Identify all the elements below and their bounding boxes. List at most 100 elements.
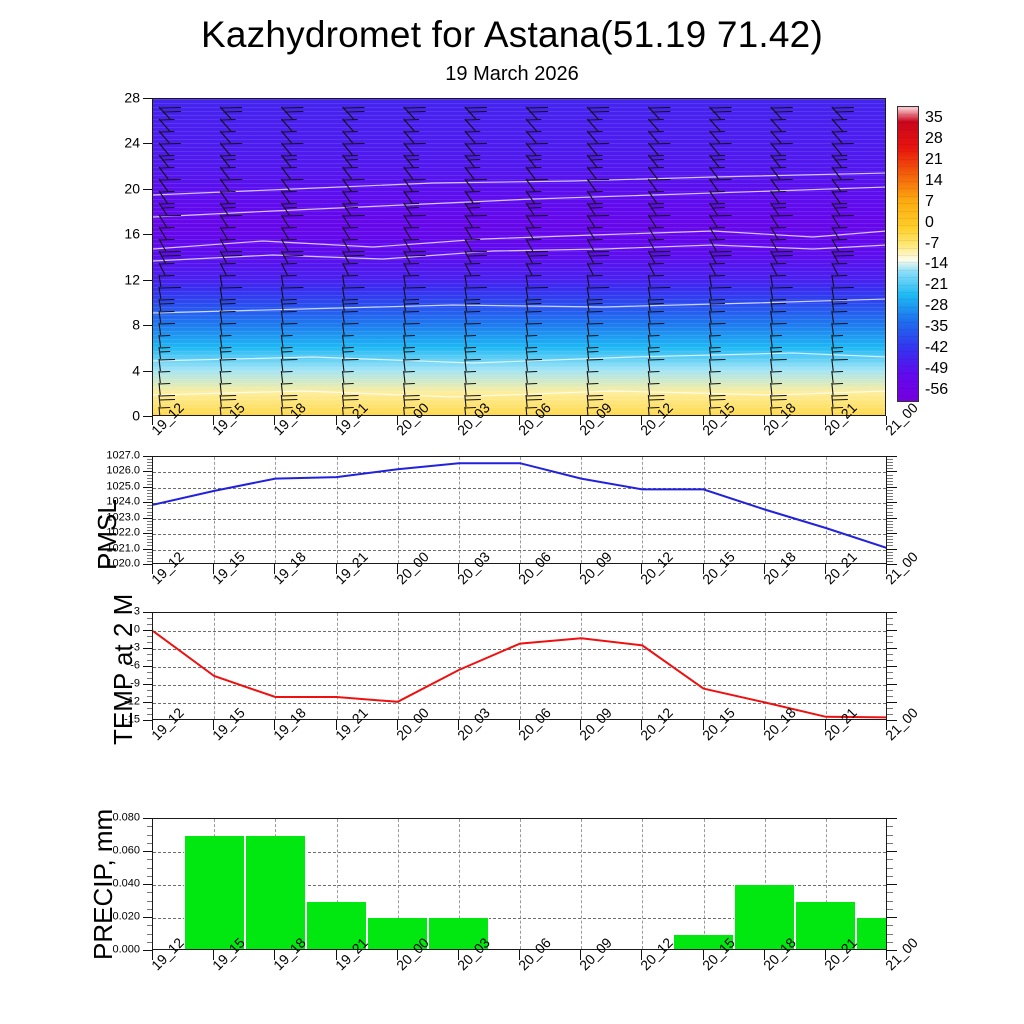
y-axis-label: 0.060 <box>112 844 140 857</box>
y-minor-tick <box>147 859 152 861</box>
grid-line-horizontal <box>153 518 886 520</box>
colorbar-band <box>898 203 918 205</box>
y-minor-tick-right <box>887 618 893 619</box>
x-tick-mark <box>457 720 459 730</box>
grid-line-horizontal <box>153 649 886 650</box>
y-minor-tick-right <box>887 542 893 544</box>
x-axis-label-21_00: 21_00 <box>882 399 921 439</box>
y-tick-mark-right <box>887 533 897 535</box>
y-minor-tick <box>147 618 152 619</box>
y-minor-tick-right <box>887 826 893 828</box>
colorbar-band <box>898 195 918 197</box>
precip-bar-20_00 <box>367 918 429 949</box>
y-minor-tick-right <box>887 714 893 715</box>
precip-bar-20_18 <box>734 885 796 949</box>
page-subtitle: 19 March 2026 <box>445 63 579 85</box>
y-tick-mark-right <box>887 818 897 819</box>
y-minor-tick <box>147 462 152 464</box>
y-tick-mark <box>143 612 152 613</box>
precip-bar-group <box>153 819 886 949</box>
y-minor-tick-right <box>887 474 893 476</box>
grid-line-vertical <box>825 819 827 949</box>
y-minor-tick <box>147 678 152 679</box>
grid-line-vertical <box>520 457 521 563</box>
temperature-heatmap <box>153 99 885 415</box>
y-minor-tick-right <box>887 892 893 894</box>
y-axis-label: 1022.0 <box>106 526 140 539</box>
x-tick-mark <box>519 416 520 425</box>
y-minor-tick <box>147 842 152 844</box>
y-minor-tick-right <box>887 493 893 495</box>
y-minor-tick-right <box>887 539 893 541</box>
y-minor-tick <box>147 542 152 544</box>
x-tick-mark <box>213 564 215 574</box>
y-tick-mark <box>143 98 152 99</box>
colorbar-band <box>898 247 918 249</box>
y-minor-tick-right <box>887 660 893 661</box>
y-axis-label: 1021.0 <box>106 542 140 555</box>
y-minor-tick-right <box>887 554 893 556</box>
grid-line-vertical <box>581 819 583 949</box>
colorbar-band <box>898 395 918 397</box>
y-minor-tick-right <box>887 708 893 709</box>
x-tick-mark <box>519 564 520 574</box>
y-tick-mark-right <box>887 471 897 473</box>
y-minor-tick-right <box>887 511 893 513</box>
x-tick-mark <box>824 564 826 574</box>
y-minor-tick <box>147 875 152 877</box>
colorbar-label--56: -56 <box>925 381 949 398</box>
temp-series-line <box>153 630 886 719</box>
grid-line-horizontal <box>153 549 886 551</box>
y-minor-tick <box>147 530 152 532</box>
grid-line-horizontal <box>153 918 886 919</box>
grid-line-vertical <box>397 819 399 949</box>
colorbar-label--42: -42 <box>925 339 949 357</box>
colorbar-band <box>898 173 918 175</box>
y-tick-mark-right <box>887 612 897 613</box>
y-minor-tick-right <box>887 489 893 491</box>
y-minor-tick <box>147 708 152 709</box>
y-minor-tick-right <box>887 536 893 538</box>
y-minor-tick-right <box>887 520 893 522</box>
x-tick-mark <box>519 950 520 960</box>
precip-panel <box>152 818 887 950</box>
grid-line-vertical <box>520 819 521 949</box>
grid-line-vertical <box>275 457 277 563</box>
colorbar-band <box>898 129 918 131</box>
y-minor-tick <box>147 477 152 479</box>
y-axis-label: 8 <box>132 316 140 333</box>
colorbar-label--49: -49 <box>925 360 949 378</box>
y-axis-label: 0.020 <box>112 910 140 923</box>
y-tick-mark <box>143 950 152 951</box>
y-axis-label: 1027.0 <box>106 449 140 462</box>
precip-bar-20_03 <box>428 918 490 949</box>
y-minor-tick-right <box>887 530 893 532</box>
x-tick-mark <box>886 416 887 425</box>
x-tick-mark <box>457 416 459 425</box>
y-tick-mark <box>143 370 152 372</box>
x-tick-mark <box>763 416 765 425</box>
colorbar-band <box>898 188 918 190</box>
colorbar-label-7: 7 <box>925 192 934 210</box>
grid-line-vertical <box>458 819 460 949</box>
y-minor-tick <box>147 474 152 476</box>
y-minor-tick <box>147 908 152 910</box>
x-tick-mark <box>396 720 398 730</box>
colorbar-label--21: -21 <box>925 276 949 294</box>
page-title: Kazhydromet for Astana(51.19 71.42) <box>201 14 823 55</box>
grid-line-vertical <box>397 457 399 563</box>
y-minor-tick-right <box>887 514 893 516</box>
grid-line-vertical <box>703 819 705 949</box>
y-minor-tick-right <box>887 557 893 559</box>
x-tick-mark <box>641 950 643 960</box>
y-tick-mark <box>143 143 152 145</box>
y-tick-mark <box>143 279 152 281</box>
x-tick-mark <box>335 950 337 960</box>
colorbar-band <box>898 351 918 353</box>
precip-bar-19_21 <box>305 901 368 949</box>
y-minor-tick <box>147 539 152 541</box>
y-tick-mark <box>143 818 152 819</box>
colorbar-band <box>898 225 918 227</box>
pmsl-panel <box>152 456 887 564</box>
colorbar-label-14: 14 <box>925 171 943 189</box>
